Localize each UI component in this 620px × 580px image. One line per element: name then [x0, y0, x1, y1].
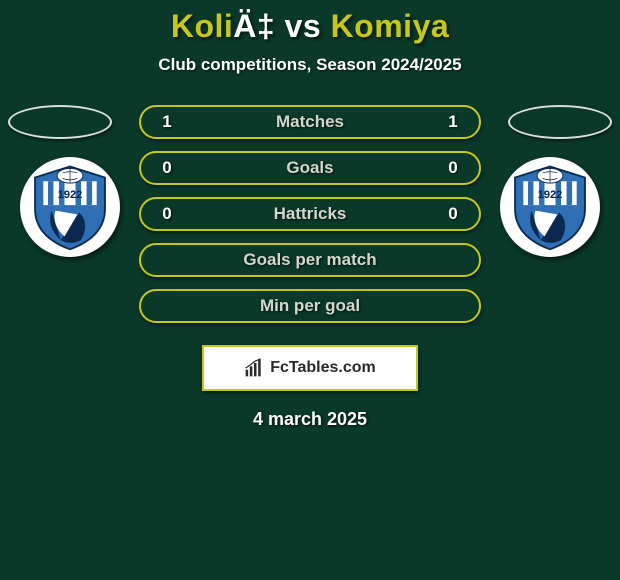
- chart-icon: [244, 358, 264, 378]
- stat-row-matches: 1 Matches 1: [139, 105, 481, 139]
- subtitle: Club competitions, Season 2024/2025: [158, 55, 461, 75]
- brand-text: FcTables.com: [270, 359, 376, 377]
- page-title: KoliÄ‡ vs Komiya: [171, 8, 449, 45]
- stat-row-hattricks: 0 Hattricks 0: [139, 197, 481, 231]
- player1-club-badge: 1922: [20, 157, 120, 257]
- stat-label: Matches: [276, 112, 344, 132]
- club-badge-icon: 1922: [24, 161, 116, 253]
- stat-right-value: 0: [441, 158, 465, 178]
- stat-row-goals-per-match: Goals per match: [139, 243, 481, 277]
- stat-label: Min per goal: [260, 296, 360, 316]
- player1-ellipse: [8, 105, 112, 139]
- stat-row-goals: 0 Goals 0: [139, 151, 481, 185]
- stat-label: Goals: [286, 158, 333, 178]
- badge-year: 1922: [58, 189, 83, 201]
- title-sep-char: Ä‡: [233, 8, 275, 44]
- vs-text: vs: [275, 8, 330, 44]
- player2-club-badge: 1922: [500, 157, 600, 257]
- stat-right-value: 1: [441, 112, 465, 132]
- stat-label: Hattricks: [274, 204, 347, 224]
- stats-zone: 1922 1922 1 Matches 1: [0, 105, 620, 430]
- brand-footer: FcTables.com: [202, 345, 418, 391]
- player2-name: Komiya: [331, 8, 450, 44]
- comparison-card: KoliÄ‡ vs Komiya Club competitions, Seas…: [0, 0, 620, 430]
- stat-row-min-per-goal: Min per goal: [139, 289, 481, 323]
- badge-year: 1922: [538, 189, 563, 201]
- stat-right-value: 0: [441, 204, 465, 224]
- club-badge-icon: 1922: [504, 161, 596, 253]
- player1-name: Koli: [171, 8, 233, 44]
- stat-left-value: 1: [155, 112, 179, 132]
- date-text: 4 march 2025: [253, 409, 367, 430]
- player2-ellipse: [508, 105, 612, 139]
- stat-label: Goals per match: [243, 250, 376, 270]
- stat-left-value: 0: [155, 158, 179, 178]
- stat-left-value: 0: [155, 204, 179, 224]
